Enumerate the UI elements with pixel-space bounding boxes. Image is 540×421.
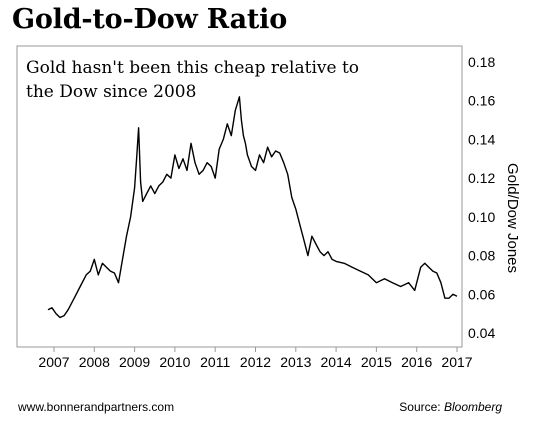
x-tick-label: 2014: [321, 354, 352, 370]
annotation-line-1: Gold hasn't been this cheap relative to: [26, 58, 359, 78]
y-tick-label: 0.06: [468, 286, 495, 302]
x-tick-label: 2008: [79, 354, 110, 370]
y-tick-label: 0.18: [468, 54, 495, 70]
y-axis-label: Gold/Dow Jones: [504, 163, 521, 273]
annotation-line-2: the Dow since 2008: [26, 82, 196, 102]
y-tick-label: 0.16: [468, 93, 495, 109]
source-name: Bloomberg: [443, 400, 502, 414]
x-tick-label: 2017: [441, 354, 472, 370]
x-tick-label: 2015: [361, 354, 392, 370]
x-tick-label: 2007: [38, 354, 69, 370]
y-tick-label: 0.12: [468, 170, 495, 186]
source-label: Source:: [399, 400, 441, 414]
y-tick-label: 0.08: [468, 248, 495, 264]
page-title: Gold-to-Dow Ratio: [12, 4, 288, 35]
x-axis-ticks: 2007 2008 2009 2010 2011 2012 2013 2014 2015 2016…: [38, 347, 473, 370]
x-tick-label: 2009: [119, 354, 150, 370]
source-credit: Source: Bloomberg: [399, 400, 502, 414]
y-tick-label: 0.10: [468, 209, 495, 225]
x-tick-label: 2016: [401, 354, 432, 370]
series-line: [47, 96, 458, 319]
x-tick-label: 2012: [240, 354, 271, 370]
y-tick-label: 0.14: [468, 131, 495, 147]
x-tick-label: 2011: [200, 354, 230, 370]
y-tick-label: 0.04: [468, 325, 495, 341]
x-tick-label: 2010: [159, 354, 190, 370]
plot-frame: [16, 45, 463, 348]
y-axis-ticks: 0.04 0.06 0.08 0.10 0.12 0.14 0.16 0.18: [468, 54, 495, 341]
x-tick-label: 2013: [280, 354, 311, 370]
website-credit: www.bonnerandpartners.com: [18, 400, 175, 414]
